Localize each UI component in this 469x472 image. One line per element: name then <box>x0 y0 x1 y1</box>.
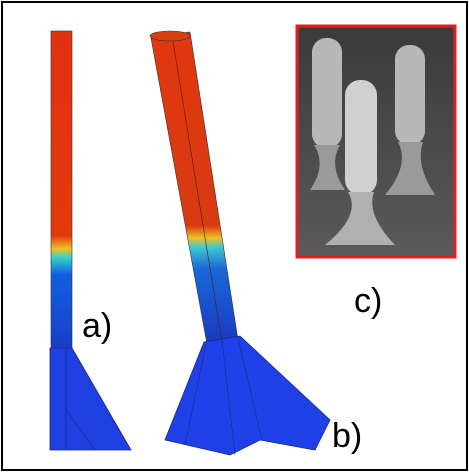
rod-a <box>51 31 72 351</box>
page: {"panels": [{"label": "a)"}, {"label": "… <box>0 0 469 472</box>
panel-label: b) <box>332 417 362 455</box>
rod-top <box>150 31 190 41</box>
figure: a) b) c) <box>0 0 469 472</box>
panel-label: c) <box>354 282 382 320</box>
panel-label: a) <box>82 307 112 345</box>
